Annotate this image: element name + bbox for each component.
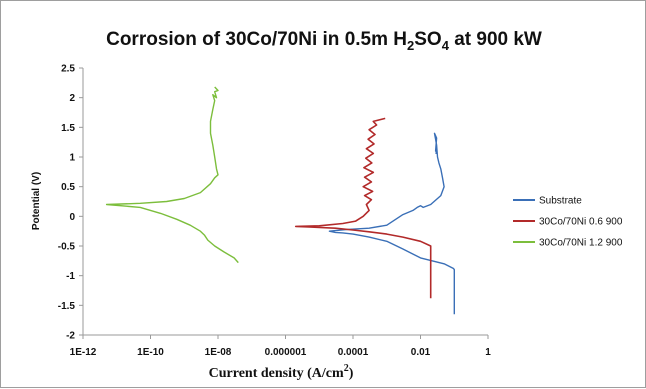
y-tick-label: 1.5 [61, 123, 75, 134]
x-tick-label: 0.01 [411, 347, 431, 358]
y-tick-label: -0.5 [58, 242, 76, 253]
y-tick-label: 2.5 [61, 64, 75, 75]
x-tick-label: 1E-08 [205, 347, 232, 358]
y-tick-label: 1 [69, 153, 75, 164]
y-tick-label: 0 [69, 212, 75, 223]
legend-label-30co-70ni-0-6-900: 30Co/70Ni 0.6 900 [539, 217, 623, 228]
series-line-30co-70ni-0-6-900 [294, 117, 432, 299]
x-axis-title: Current density (A/cm2) [209, 363, 354, 381]
x-tick-label: 0.000001 [265, 347, 307, 358]
y-tick-label: -1 [66, 271, 75, 282]
y-tick-label: 2 [69, 93, 75, 104]
x-tick-label: 1 [485, 347, 491, 358]
x-tick-label: 1E-12 [70, 347, 97, 358]
legend-label-substrate: Substrate [539, 196, 582, 207]
chart-title: Corrosion of 30Co/70Ni in 0.5m H2SO4 at … [106, 29, 542, 53]
series-line-30co-70ni-1-2-900 [105, 86, 239, 264]
legend: Substrate 30Co/70Ni 0.6 900 30Co/70Ni 1.2 … [513, 196, 623, 249]
x-tick-label: 0.0001 [338, 347, 369, 358]
y-tick-label: -1.5 [58, 301, 76, 312]
plot-area: 2.5 2 1.5 1 0.5 0 -0.5 -1 -1.5 -2 1E-12 1E-10 1E-08 0… [58, 64, 491, 359]
y-tick-label: 0.5 [61, 182, 75, 193]
y-tick-label: -2 [66, 331, 75, 342]
x-tick-label: 1E-10 [137, 347, 164, 358]
legend-label-30co-70ni-1-2-900: 30Co/70Ni 1.2 900 [539, 238, 623, 249]
series-line-substrate [328, 132, 455, 315]
y-axis-title: Potential (V) [31, 172, 42, 230]
